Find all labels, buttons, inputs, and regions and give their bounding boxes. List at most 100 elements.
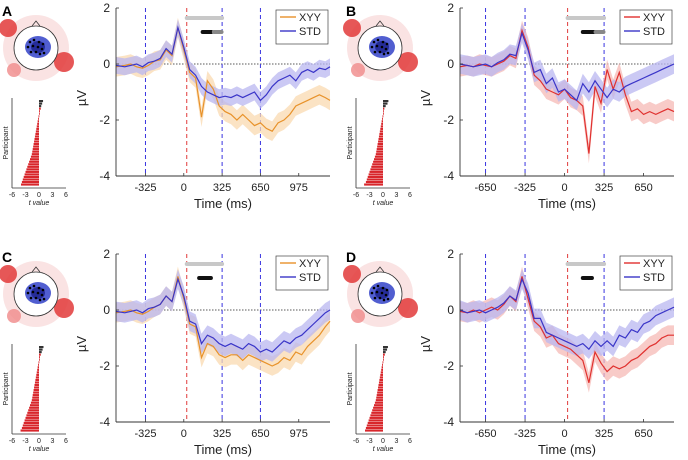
tvalue-bar <box>374 155 383 158</box>
tvalue-bar <box>31 153 39 156</box>
tvalue-xlabel: t value <box>373 200 394 207</box>
x-axis-label: Time (ms) <box>194 442 252 457</box>
tvalue-bar <box>21 426 39 430</box>
topo-hot-right <box>398 52 418 72</box>
y-axis-label: µV <box>74 90 89 106</box>
topo-electrode <box>34 296 38 300</box>
x-tick-label: -650 <box>475 428 497 440</box>
topo-electrode <box>37 286 41 290</box>
topo-map <box>0 261 74 327</box>
tvalue-plot: -6 -3 0 3 6 t value Participant <box>347 98 412 207</box>
topo-hot-left <box>0 19 17 37</box>
tvalue-bar <box>33 389 39 392</box>
topo-electrode <box>28 286 32 290</box>
topo-warm-bottom <box>7 309 21 323</box>
x-axis-label: Time (ms) <box>194 196 252 211</box>
tvalue-tick: -6 <box>353 192 359 199</box>
tvalue-bar <box>39 358 40 361</box>
tvalue-bar <box>375 153 383 156</box>
tvalue-bar <box>22 178 39 181</box>
legend: XYY STD <box>275 255 329 291</box>
topo-electrode <box>29 296 33 300</box>
tvalue-bar <box>26 414 39 417</box>
legend-label-xyy: XYY <box>299 258 322 270</box>
topo-electrode <box>36 45 40 49</box>
tvalue-bar <box>383 112 384 115</box>
tvalue-bar <box>25 416 39 419</box>
x-tick-label: 975 <box>290 182 308 194</box>
panel-label: A <box>2 3 12 19</box>
tvalue-bar <box>374 401 383 404</box>
topo-electrode <box>32 284 36 288</box>
topo-electrode <box>26 45 30 49</box>
tvalue-bar <box>30 155 39 158</box>
tvalue-bar <box>381 120 383 123</box>
x-tick-label: 650 <box>251 182 269 194</box>
topo-electrode <box>382 52 386 56</box>
tvalue-bar <box>370 168 383 171</box>
tvalue-bar <box>28 409 39 412</box>
tvalue-bar <box>35 378 39 382</box>
tvalue-bar <box>36 371 39 374</box>
x-tick-label: 0 <box>181 428 187 440</box>
tvalue-bar <box>368 419 383 422</box>
y-tick-label: 0 <box>103 57 110 71</box>
x-axis-label: Time (ms) <box>538 196 596 211</box>
x-tick-label: 325 <box>595 182 613 194</box>
x-tick-label: 325 <box>595 428 613 440</box>
tvalue-bar <box>39 110 40 113</box>
tvalue-plot: -6 -3 0 3 6 t value Participant <box>347 344 412 453</box>
tvalue-bar <box>22 424 39 427</box>
tvalue-bar <box>39 346 44 349</box>
line-std <box>115 277 331 353</box>
topo-map <box>0 15 74 81</box>
tvalue-bar <box>372 409 383 412</box>
topo-electrode <box>41 288 45 292</box>
x-tick-label: 650 <box>634 428 652 440</box>
tvalue-bar <box>366 178 383 181</box>
tvalue-bar <box>375 399 383 402</box>
topo-nose <box>375 20 385 27</box>
x-tick-label: 650 <box>251 428 269 440</box>
tvalue-bar <box>378 137 383 141</box>
panel-label: C <box>2 249 12 265</box>
tvalue-bar <box>39 107 41 110</box>
tvalue-bar <box>34 140 39 143</box>
topo-electrode <box>372 286 376 290</box>
tvalue-tick: 6 <box>64 192 68 199</box>
band-std <box>460 269 674 359</box>
tvalue-tick: -3 <box>22 438 28 445</box>
tvalue-bar <box>39 105 42 108</box>
tvalue-bar <box>367 175 383 179</box>
tvalue-bar <box>24 419 39 422</box>
tvalue-bar <box>37 368 39 371</box>
topo-electrode <box>40 47 44 51</box>
x-tick-label: 0 <box>562 428 568 440</box>
topo-nose <box>31 20 41 27</box>
tvalue-bar <box>374 158 383 161</box>
tvalue-bar <box>33 145 39 148</box>
x-tick-label: -325 <box>134 428 156 440</box>
tvalue-bar <box>376 394 383 397</box>
tvalue-bar <box>20 429 39 432</box>
tvalue-bar <box>382 117 383 120</box>
topo-map <box>343 15 418 81</box>
tvalue-bar <box>38 363 39 366</box>
tvalue-tick: -3 <box>22 192 28 199</box>
topo-electrode <box>380 291 384 295</box>
tvalue-bar <box>373 160 383 163</box>
x-tick-label: 325 <box>213 428 231 440</box>
tvalue-bar <box>366 424 383 427</box>
topo-hot-left <box>0 265 17 283</box>
tvalue-bar <box>376 396 383 399</box>
topo-electrode <box>376 38 380 42</box>
tvalue-bar <box>26 168 39 171</box>
y-tick-label: -2 <box>443 359 454 373</box>
topo-electrode <box>381 40 385 44</box>
tvalue-tick: 3 <box>395 438 399 445</box>
tvalue-bar <box>364 183 383 186</box>
y-axis-label: µV <box>74 336 89 352</box>
tvalue-tick: -6 <box>9 438 15 445</box>
topo-electrode <box>34 50 38 54</box>
tvalue-bar <box>368 173 383 176</box>
